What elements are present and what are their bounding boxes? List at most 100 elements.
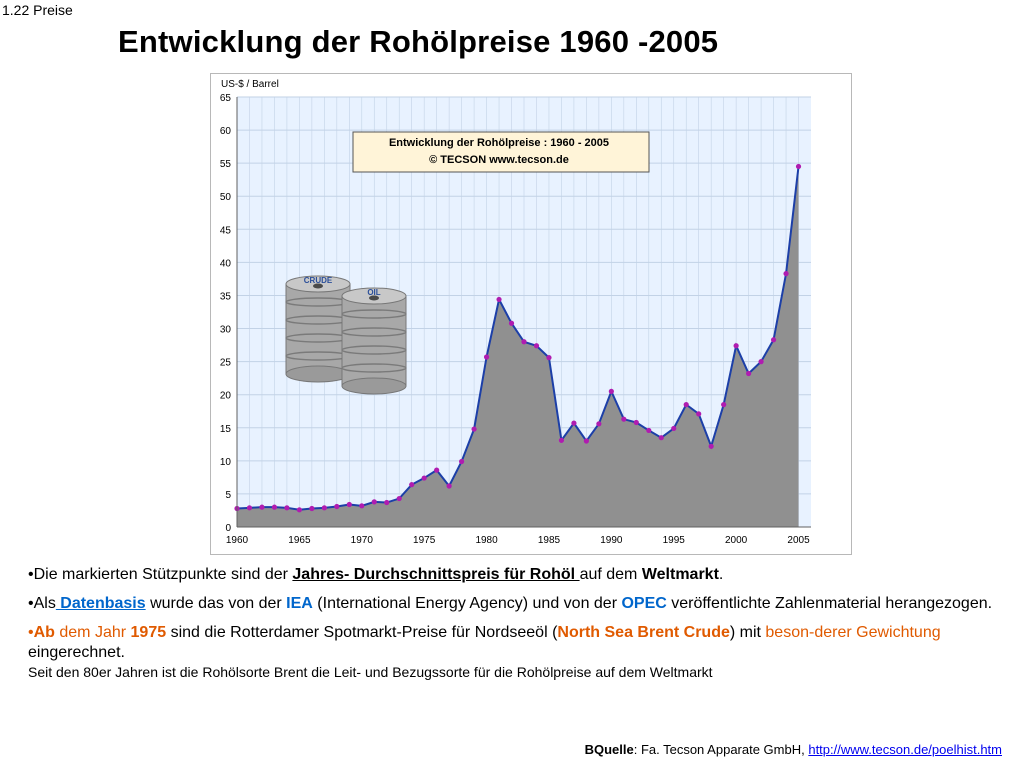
- y-tick-label: 45: [220, 225, 232, 236]
- data-point: [284, 505, 290, 511]
- bullet-3-gewichtung: beson-derer Gewichtung: [765, 624, 941, 641]
- y-tick-label: 65: [220, 93, 232, 104]
- price-line: [236, 166, 800, 511]
- chart-info-line2: © TECSON www.tecson.de: [429, 154, 569, 166]
- bullet-3-dem-jahr: dem Jahr: [54, 624, 131, 641]
- data-point: [434, 467, 440, 473]
- data-point: [708, 443, 714, 449]
- page-title: Entwicklung der Rohölpreise 1960 -2005: [118, 24, 719, 59]
- y-tick-label: 35: [220, 291, 232, 302]
- barrel-crude-label: CRUDE: [304, 276, 333, 285]
- data-point: [271, 504, 278, 510]
- data-point: [459, 458, 465, 465]
- data-point: [758, 359, 764, 365]
- y-tick-label: 25: [220, 358, 232, 369]
- data-point: [671, 425, 677, 432]
- bullet-1-emphasis: Jahres- Durchschnittspreis für Rohöl: [292, 566, 580, 583]
- bullet-1: •Die markierten Stützpunkte sind der Jah…: [28, 565, 1018, 585]
- data-point: [646, 427, 652, 434]
- bullet-3-ab: Ab: [33, 624, 55, 641]
- x-tick-label: 1965: [288, 535, 311, 546]
- x-tick-label: 1980: [475, 535, 498, 546]
- y-tick-label: 20: [220, 391, 232, 402]
- source-text: : Fa. Tecson Apparate GmbH,: [633, 742, 809, 757]
- data-point: [546, 355, 552, 361]
- data-point: [321, 505, 327, 511]
- x-tick-label: 1995: [663, 535, 686, 546]
- barrel-oil-ring: [341, 345, 407, 355]
- data-point: [683, 402, 689, 408]
- data-point: [396, 495, 402, 502]
- barrel-oil-ring: [341, 363, 407, 373]
- data-point: [296, 507, 302, 513]
- data-point: [446, 483, 452, 489]
- data-point: [795, 163, 802, 170]
- data-point: [696, 411, 702, 417]
- y-tick-label: 15: [220, 424, 232, 435]
- barrel-oil-bottom: [341, 377, 407, 395]
- y-tick-label: 55: [220, 159, 232, 170]
- bullet-3: •Ab dem Jahr 1975 sind die Rotterdamer S…: [28, 623, 1018, 683]
- x-tick-label: 1960: [226, 535, 249, 546]
- data-point: [309, 505, 315, 512]
- opec-term: OPEC: [621, 595, 667, 612]
- data-point: [633, 419, 639, 426]
- y-tick-label: 30: [220, 325, 232, 336]
- data-point: [334, 503, 340, 510]
- barrel-oil-cap: [369, 295, 379, 301]
- chart-svg: 0 5 10 15 20 25 30 35 40 45 50 55 60 65 US-$ / Barrel 1…: [220, 79, 811, 546]
- data-point: [259, 504, 265, 510]
- bullet-3-text: sind die Rotterdamer Spotmarkt-Preise fü…: [166, 624, 558, 641]
- bullet-1-text: •Die markierten Stützpunkte sind der: [28, 566, 293, 583]
- x-tick-label: 1985: [538, 535, 561, 546]
- barrel-oil-ring: [341, 327, 407, 337]
- chart-info-box: [352, 131, 650, 173]
- barrel-crude-cap: [313, 283, 323, 289]
- data-point: [596, 421, 602, 427]
- data-point: [359, 503, 365, 509]
- bullet-2-text-mid: wurde das von der: [145, 595, 287, 612]
- data-point: [558, 437, 565, 443]
- source-line: BQuelle: Fa. Tecson Apparate GmbH, http:…: [585, 742, 1002, 757]
- y-tick-label: 0: [225, 523, 231, 534]
- data-point: [621, 416, 627, 422]
- data-point: [346, 501, 352, 508]
- data-point: [421, 475, 427, 481]
- oil-price-chart: 0 5 10 15 20 25 30 35 40 45 50 55 60 65 US-$ / Barrel 1…: [210, 73, 852, 555]
- data-point: [770, 337, 777, 343]
- data-point: [508, 320, 515, 326]
- y-tick-label: 40: [220, 258, 232, 269]
- bullet-3-year: 1975: [130, 624, 167, 641]
- data-point: [746, 370, 752, 377]
- data-point: [733, 343, 739, 349]
- barrel-oil-label: OIL: [367, 288, 380, 297]
- source-link[interactable]: http://www.tecson.de/poelhist.htm: [808, 742, 1002, 757]
- bullet-1-end: .: [718, 566, 724, 583]
- section-label: 1.22 Preise: [2, 2, 73, 18]
- bullet-3-end: eingerechnet.: [28, 644, 125, 661]
- datenbasis-link[interactable]: Datenbasis: [55, 595, 146, 612]
- brent-crude-term: North Sea Brent Crude: [557, 624, 730, 641]
- bullet-1-weltmarkt: Weltmarkt: [641, 566, 719, 583]
- data-point: [521, 339, 527, 345]
- barrel-crude-bottom: [285, 365, 351, 383]
- data-point: [483, 354, 490, 360]
- data-point: [783, 271, 789, 277]
- data-point: [371, 499, 377, 505]
- x-tick-label: 2000: [725, 535, 748, 546]
- x-tick-label: 1975: [413, 535, 436, 546]
- bullet-1-text-mid: auf dem: [579, 566, 642, 583]
- data-point: [384, 499, 390, 506]
- bullet-2-end: veröffentlichte Zahlenmaterial herangezo…: [666, 595, 993, 612]
- source-label: BQuelle: [584, 742, 634, 757]
- data-point: [658, 435, 664, 441]
- y-tick-label: 10: [220, 457, 232, 468]
- bullet-2-text-mid2: (International Energy Agency) und von de…: [312, 595, 622, 612]
- iea-term: IEA: [286, 595, 313, 612]
- bullet-2-text: •Als: [28, 595, 56, 612]
- barrel-oil-ring: [341, 309, 407, 319]
- y-axis-title: US-$ / Barrel: [221, 79, 279, 90]
- data-point: [721, 402, 727, 408]
- data-point: [246, 505, 253, 511]
- data-point: [608, 388, 614, 394]
